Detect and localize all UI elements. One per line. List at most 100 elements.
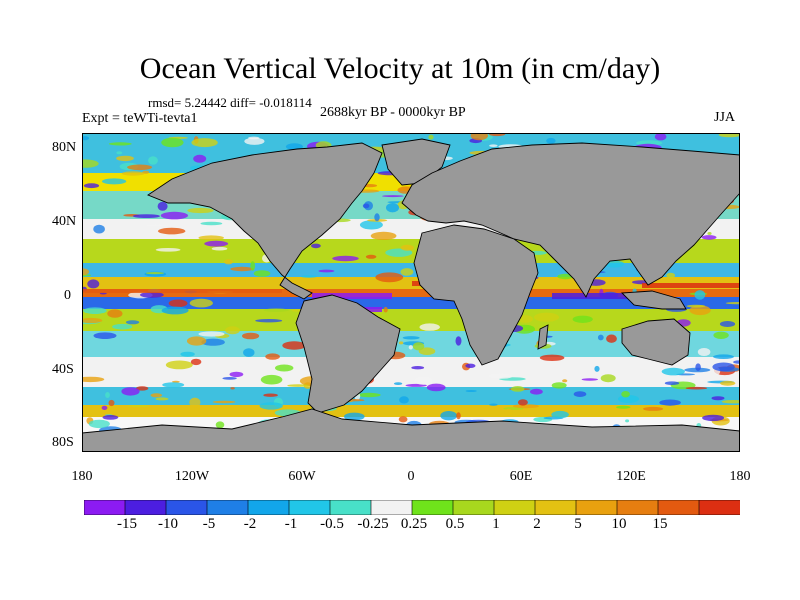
colorbar-swatch — [247, 500, 290, 515]
velocity-patch — [606, 334, 617, 343]
velocity-patch — [359, 220, 383, 230]
velocity-patch — [135, 386, 149, 391]
colorbar-swatch — [616, 500, 659, 515]
velocity-patch — [215, 421, 225, 429]
lon-label-120e: 120E — [616, 469, 646, 484]
stats-text: rmsd= 5.24442 diff= -0.018114 — [148, 95, 312, 110]
lat-label-80s: 80S — [52, 435, 74, 450]
colorbar-swatch — [329, 500, 372, 515]
velocity-patch — [287, 384, 309, 387]
velocity-patch — [127, 164, 153, 171]
velocity-patch — [101, 405, 108, 410]
velocity-patch — [116, 155, 134, 162]
velocity-patch — [419, 323, 440, 331]
velocity-patch — [621, 391, 630, 398]
velocity-patch — [204, 240, 229, 247]
velocity-patch — [465, 390, 477, 392]
velocity-patch — [530, 388, 543, 395]
velocity-patch — [105, 392, 110, 398]
south-america — [295, 294, 401, 414]
velocity-patch — [489, 144, 498, 147]
velocity-patch — [711, 396, 725, 401]
velocity-patch — [193, 154, 207, 163]
experiment-label: Expt = teWTi-tevta1 — [82, 111, 198, 126]
velocity-patch — [116, 151, 123, 155]
colorbar-tick-label: 1 — [492, 516, 500, 532]
colorbar-swatch — [493, 500, 536, 515]
velocity-patch — [697, 348, 711, 356]
velocity-patch — [108, 142, 132, 146]
southeast-asia-islands — [620, 290, 687, 310]
velocity-patch — [145, 272, 164, 275]
velocity-patch — [517, 315, 533, 323]
velocity-patch — [618, 395, 639, 403]
velocity-patch — [375, 272, 404, 283]
velocity-patch — [161, 306, 189, 315]
velocity-patch — [161, 137, 184, 148]
velocity-patch — [733, 360, 740, 364]
velocity-patch — [201, 338, 225, 346]
colorbar-tick-label: -5 — [202, 516, 216, 532]
lon-label-120w: 120W — [174, 469, 210, 484]
madagascar — [537, 324, 549, 350]
velocity-patch — [386, 203, 399, 213]
velocity-patch — [150, 393, 163, 398]
velocity-patch — [121, 387, 140, 396]
velocity-patch — [107, 309, 123, 318]
velocity-patch — [263, 308, 289, 312]
lon-label-60e: 60E — [509, 469, 533, 484]
velocity-patch — [581, 378, 598, 381]
velocity-patch — [357, 392, 381, 398]
velocity-patch — [428, 134, 434, 140]
lon-label-180e: 180 — [729, 469, 751, 484]
velocity-patch — [539, 354, 565, 361]
lon-label-60w: 60W — [288, 469, 316, 484]
velocity-patch — [721, 400, 740, 404]
velocity-patch — [102, 415, 119, 420]
velocity-patch — [562, 379, 568, 383]
velocity-patch — [160, 211, 188, 220]
velocity-patch — [127, 405, 150, 408]
velocity-patch — [244, 137, 265, 145]
velocity-patch — [198, 331, 225, 337]
velocity-patch — [242, 332, 260, 340]
velocity-patch — [146, 224, 169, 227]
velocity-patch — [489, 403, 498, 406]
velocity-patch — [311, 243, 321, 249]
velocity-patch — [225, 326, 240, 335]
velocity-patch — [189, 397, 201, 408]
velocity-patch — [412, 342, 425, 351]
velocity-patch — [616, 405, 631, 409]
colorbar-tick-label: 0.5 — [445, 516, 465, 532]
velocity-patch — [659, 399, 681, 406]
colorbar — [84, 500, 740, 515]
velocity-patch — [108, 399, 115, 407]
velocity-patch — [125, 320, 140, 325]
velocity-patch — [510, 386, 525, 392]
period-label: 2688kyr BP - 0000kyr BP — [320, 105, 466, 120]
velocity-patch — [230, 387, 235, 390]
velocity-patch — [180, 351, 195, 357]
velocity-patch — [402, 336, 420, 340]
colorbar-swatch — [411, 500, 454, 515]
velocity-patch — [93, 332, 117, 339]
velocity-patch — [456, 412, 461, 420]
velocity-patch — [533, 312, 560, 322]
lon-label-180w: 180 — [71, 469, 93, 484]
map-frame — [82, 133, 740, 452]
velocity-patch — [701, 235, 717, 240]
velocity-patch — [719, 321, 736, 327]
velocity-patch — [263, 393, 278, 397]
velocity-patch — [132, 214, 160, 218]
velocity-patch — [212, 400, 236, 404]
velocity-patch — [594, 365, 600, 372]
equatorial-streak — [642, 283, 740, 288]
colorbar-tick-label: 2 — [533, 516, 541, 532]
velocity-patch — [625, 419, 630, 423]
velocity-patch — [191, 138, 218, 148]
velocity-patch — [222, 377, 237, 380]
velocity-patch — [426, 383, 446, 392]
velocity-patch — [600, 374, 616, 383]
colorbar-swatch — [698, 500, 740, 515]
velocity-patch — [604, 260, 625, 268]
